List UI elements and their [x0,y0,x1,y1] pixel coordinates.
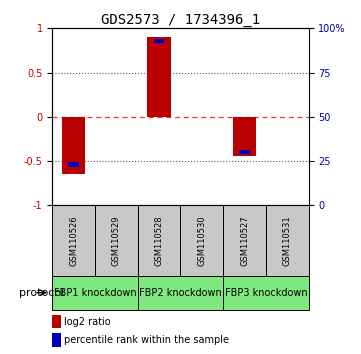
Bar [233,117,256,156]
Text: percentile rank within the sample: percentile rank within the sample [64,335,229,345]
Bar [62,117,86,175]
Text: GSM110530: GSM110530 [197,216,206,266]
Bar [68,162,79,166]
Bar [95,205,138,276]
Bar [154,39,165,44]
Text: GSM110531: GSM110531 [283,216,292,266]
Bar [52,333,61,347]
Bar [239,150,250,154]
Bar [138,276,223,310]
Text: FBP3 knockdown: FBP3 knockdown [225,288,307,298]
Bar [52,276,138,310]
Bar [52,315,61,328]
Bar [138,205,180,276]
Text: GSM110528: GSM110528 [155,216,164,266]
Bar [223,276,309,310]
Bar [52,205,95,276]
Bar [180,205,223,276]
Bar [223,205,266,276]
Text: FBP2 knockdown: FBP2 knockdown [139,288,222,298]
Bar [266,205,309,276]
Text: GSM110527: GSM110527 [240,216,249,266]
Text: GSM110526: GSM110526 [69,216,78,266]
Text: GSM110529: GSM110529 [112,216,121,266]
Text: FBP1 knockdown: FBP1 knockdown [54,288,136,298]
Title: GDS2573 / 1734396_1: GDS2573 / 1734396_1 [101,13,260,27]
Text: log2 ratio: log2 ratio [64,316,110,326]
Text: protocol: protocol [19,288,64,298]
Bar [147,37,171,117]
